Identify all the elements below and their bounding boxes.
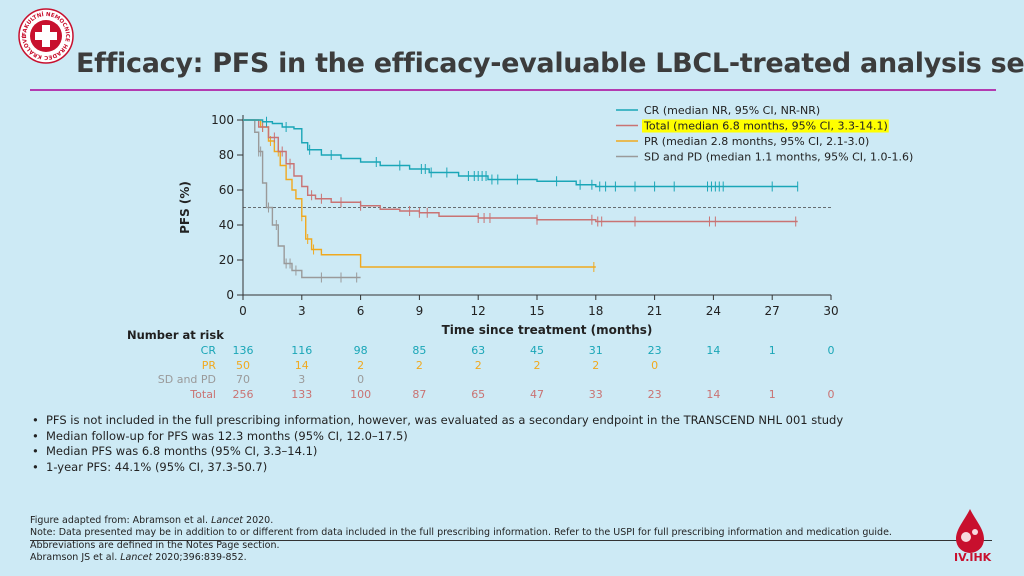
risk-value-total: 87: [412, 387, 427, 401]
x-tick-label: 6: [357, 304, 365, 318]
risk-value-pr: 50: [236, 358, 250, 372]
risk-value-pr: 2: [357, 358, 365, 372]
risk-value-pr: 2: [415, 358, 423, 372]
risk-value-total: 256: [232, 387, 254, 401]
legend-highlight: [642, 119, 889, 133]
risk-value-total: 1: [768, 387, 776, 401]
abbreviations-note: Abbreviations are defined in the Notes P…: [30, 539, 280, 551]
x-tick-label: 3: [298, 304, 306, 318]
risk-value-pr: 2: [592, 358, 600, 372]
risk-value-cr: 31: [588, 344, 603, 357]
km-curve-sd: [243, 119, 361, 279]
prescribing-note: Note: Data presented may be in addition …: [30, 527, 892, 539]
y-tick-label: 100: [211, 113, 234, 127]
page-title: Efficacy: PFS in the efficacy-evaluable …: [76, 48, 1024, 79]
risk-value-total: 23: [647, 387, 662, 401]
bullet-item: 1-year PFS: 44.1% (95% CI, 37.3-50.7): [30, 460, 843, 476]
x-tick-label: 12: [471, 304, 486, 318]
y-axis-label: PFS (%): [178, 181, 192, 234]
risk-value-pr: 14: [294, 358, 309, 372]
bullet-item: PFS is not included in the full prescrib…: [30, 413, 843, 429]
risk-value-pr: 2: [474, 358, 482, 372]
x-tick-label: 27: [765, 304, 780, 318]
reference: Abramson JS et al. Lancet 2020;396:839-8…: [30, 552, 247, 564]
risk-value-cr: 136: [232, 344, 254, 357]
key-findings-list: PFS is not included in the full prescrib…: [30, 413, 843, 475]
y-tick-label: 60: [219, 183, 234, 197]
pfs-chart: 0 20 40 60 80 100 0 3 6 9 12 15 18 21 24 27 30 Time since…: [178, 104, 913, 337]
x-tick-label: 0: [239, 304, 247, 318]
risk-value-cr: 0: [827, 344, 835, 357]
x-tick-label: 30: [823, 304, 838, 318]
x-tick-label: 9: [416, 304, 424, 318]
risk-value-cr: 23: [647, 344, 662, 357]
brand-label: IV.IHK: [954, 551, 992, 564]
blood-drop-icon: [956, 509, 984, 553]
bullet-item: Median PFS was 6.8 months (95% CI, 3.3–1…: [30, 444, 843, 460]
risk-value-total: 47: [530, 387, 544, 401]
risk-value-cr: 85: [412, 344, 427, 357]
x-tick-label: 24: [706, 304, 721, 318]
bullet-item: Median follow-up for PFS was 12.3 months…: [30, 429, 843, 445]
y-tick-label: 0: [226, 288, 234, 302]
hospital-logo: FAKULTNÍ NEMOCNICE HRADEC KRÁLOVÉ: [18, 8, 74, 64]
risk-value-total: 100: [350, 387, 372, 401]
legend-label-cr: CR (median NR, 95% CI, NR-NR): [644, 104, 820, 117]
risk-value-sd: 70: [236, 373, 250, 386]
risk-value-cr: 98: [353, 344, 368, 357]
risk-value-total: 0: [827, 387, 835, 401]
risk-row-label-pr: PR: [201, 358, 216, 372]
figure-source: Figure adapted from: Abramson et al. Lan…: [30, 515, 274, 526]
risk-value-total: 65: [471, 387, 486, 401]
legend-label-sd: SD and PD (median 1.1 months, 95% CI, 1.…: [644, 151, 913, 164]
risk-row-label-cr: CR: [200, 344, 216, 357]
legend-label-total: Total (median 6.8 months, 95% CI, 3.3-14…: [643, 120, 888, 133]
footer-divider: [30, 540, 992, 541]
risk-value-sd: 3: [298, 373, 306, 386]
risk-value-cr: 63: [471, 344, 486, 357]
y-tick-label: 40: [219, 218, 234, 232]
x-tick-label: 21: [647, 304, 662, 318]
risk-value-pr: 0: [651, 358, 659, 372]
y-tick-label: 80: [219, 148, 234, 162]
risk-value-cr: 1: [768, 344, 776, 357]
risk-table-title: Number at risk: [127, 328, 224, 342]
title-divider: [30, 89, 996, 91]
risk-row-label-total: Total: [190, 387, 216, 401]
x-axis-label: Time since treatment (months): [442, 323, 653, 337]
risk-value-cr: 116: [291, 344, 313, 357]
risk-value-pr: 2: [533, 358, 541, 372]
km-curve-pr: [243, 119, 596, 268]
risk-value-total: 133: [291, 387, 313, 401]
x-tick-label: 18: [588, 304, 603, 318]
risk-value-sd: 0: [357, 373, 365, 386]
km-curve-cr: [243, 119, 798, 188]
risk-value-cr: 45: [530, 344, 544, 357]
legend-label-pr: PR (median 2.8 months, 95% CI, 2.1-3.0): [644, 135, 869, 148]
footnotes: Figure adapted from: Abramson et al. Lan…: [30, 515, 892, 565]
y-tick-label: 20: [219, 253, 234, 267]
risk-value-cr: 14: [706, 344, 721, 357]
risk-row-label-sd: SD and PD: [157, 373, 216, 386]
x-tick-label: 15: [529, 304, 544, 318]
risk-value-total: 33: [588, 387, 603, 401]
risk-value-total: 14: [706, 387, 721, 401]
